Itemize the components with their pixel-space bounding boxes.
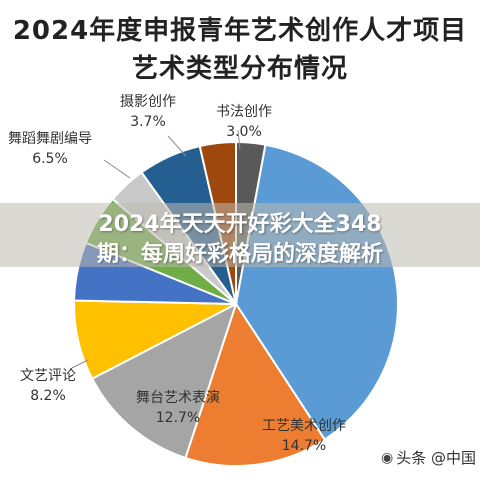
slice-percent-label-4: 8.2% <box>30 388 66 404</box>
pie-slice-2 <box>184 301 327 467</box>
slice-name-label-9: 摄影创作 <box>120 94 176 110</box>
slice-percent-label-9: 3.7% <box>130 114 166 130</box>
slice-name-label-3: 舞台艺术表演 <box>136 390 220 406</box>
slice-percent-label-0: 3.0% <box>226 124 262 140</box>
overlay-banner <box>0 203 480 267</box>
pie-slice-3 <box>90 301 238 460</box>
chart-subtitle: 艺术类型分布情况 <box>131 54 348 84</box>
slice-name-label-0: 书法创作 <box>216 104 272 120</box>
overlay-headline-line2: 期：每周好彩格局的深度解析 <box>96 242 383 267</box>
slice-name-label-4: 文艺评论 <box>20 368 76 384</box>
slice-name-label-2: 工艺美术创作 <box>262 418 346 434</box>
leader-line-0 <box>237 129 241 151</box>
leader-line-9 <box>167 135 187 157</box>
watermark-text: 头条 @中国 <box>396 449 476 467</box>
leader-line-8 <box>103 159 131 179</box>
overlay-headline-line1: 2024年天天开好彩大全348 <box>98 212 382 237</box>
leader-line-4 <box>71 359 89 369</box>
slice-name-label-8: 舞蹈舞剧编导 <box>8 131 92 147</box>
slice-percent-label-3: 12.7% <box>156 410 200 426</box>
chart-title: 2024年度申报青年艺术创作人才项目 <box>12 16 468 46</box>
slice-percent-label-8: 6.5% <box>32 151 68 167</box>
camera-icon: ◉ <box>381 449 394 466</box>
slice-percent-label-2: 14.7% <box>282 438 326 454</box>
source-watermark: ◉ 头条 @中国 <box>381 447 476 468</box>
